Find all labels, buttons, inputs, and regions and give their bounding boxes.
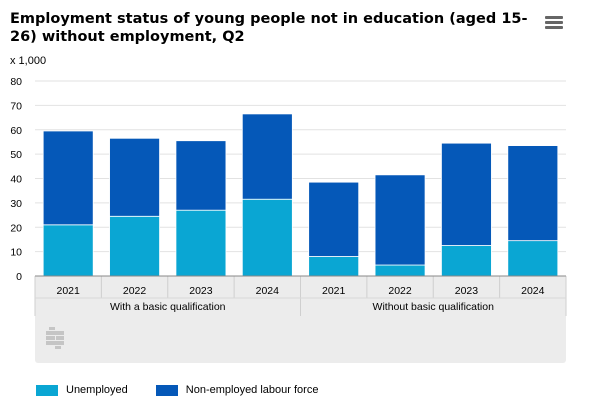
unit-label: x 1,000 [10,55,47,67]
legend-swatch-non-employed [155,384,178,396]
y-tick-label: 20 [10,222,22,234]
bar-unemployed [308,256,360,277]
x-tick-label: 2021 [322,285,346,297]
chart-title: Employment status of young people not in… [10,11,528,45]
bar-unemployed [42,224,94,277]
y-tick-label: 50 [10,149,22,161]
bar-non-employed [175,140,227,211]
x-tick-label: 2024 [256,285,280,297]
bar-unemployed [241,198,293,277]
y-tick-label: 40 [10,174,22,186]
bar-non-employed [374,174,426,266]
group-label: With a basic qualification [110,301,226,313]
group-label: Without basic qualification [373,301,495,313]
bar-unemployed [109,215,160,277]
bar-non-employed [507,145,559,242]
bar-non-employed [42,130,94,226]
legend-label-unemployed: Unemployed [66,384,128,396]
x-tick-label: 2024 [521,285,545,297]
y-tick-label: 10 [10,247,22,259]
y-tick-label: 70 [10,100,22,112]
bar-non-employed [109,137,160,217]
y-tick-label: 80 [10,76,22,88]
hamburger-menu-icon[interactable] [545,16,563,30]
bar-non-employed [241,113,293,200]
legend-item-non-employed[interactable]: Non-employed labour force [155,384,319,396]
legend-label-non-employed: Non-employed labour force [185,384,319,396]
bar-unemployed [175,209,227,277]
cbs-logo-icon [46,327,64,349]
legend-swatch-unemployed [36,384,58,396]
y-tick-label: 0 [16,271,22,283]
y-tick-label: 30 [10,198,22,210]
x-tick-label: 2021 [57,285,81,297]
legend-item-unemployed[interactable]: Unemployed [36,384,128,396]
x-tick-label: 2023 [455,285,479,297]
bar-unemployed [374,264,426,277]
bar-non-employed [308,181,360,257]
y-tick-label: 60 [10,125,22,137]
x-tick-label: 2022 [123,285,147,297]
bar-unemployed [441,245,492,277]
bar-non-employed [441,142,492,246]
chart-legend: Unemployed Non-employed labour force [36,384,346,396]
x-tick-label: 2022 [388,285,412,297]
bar-unemployed [507,240,559,277]
x-tick-label: 2023 [189,285,213,297]
